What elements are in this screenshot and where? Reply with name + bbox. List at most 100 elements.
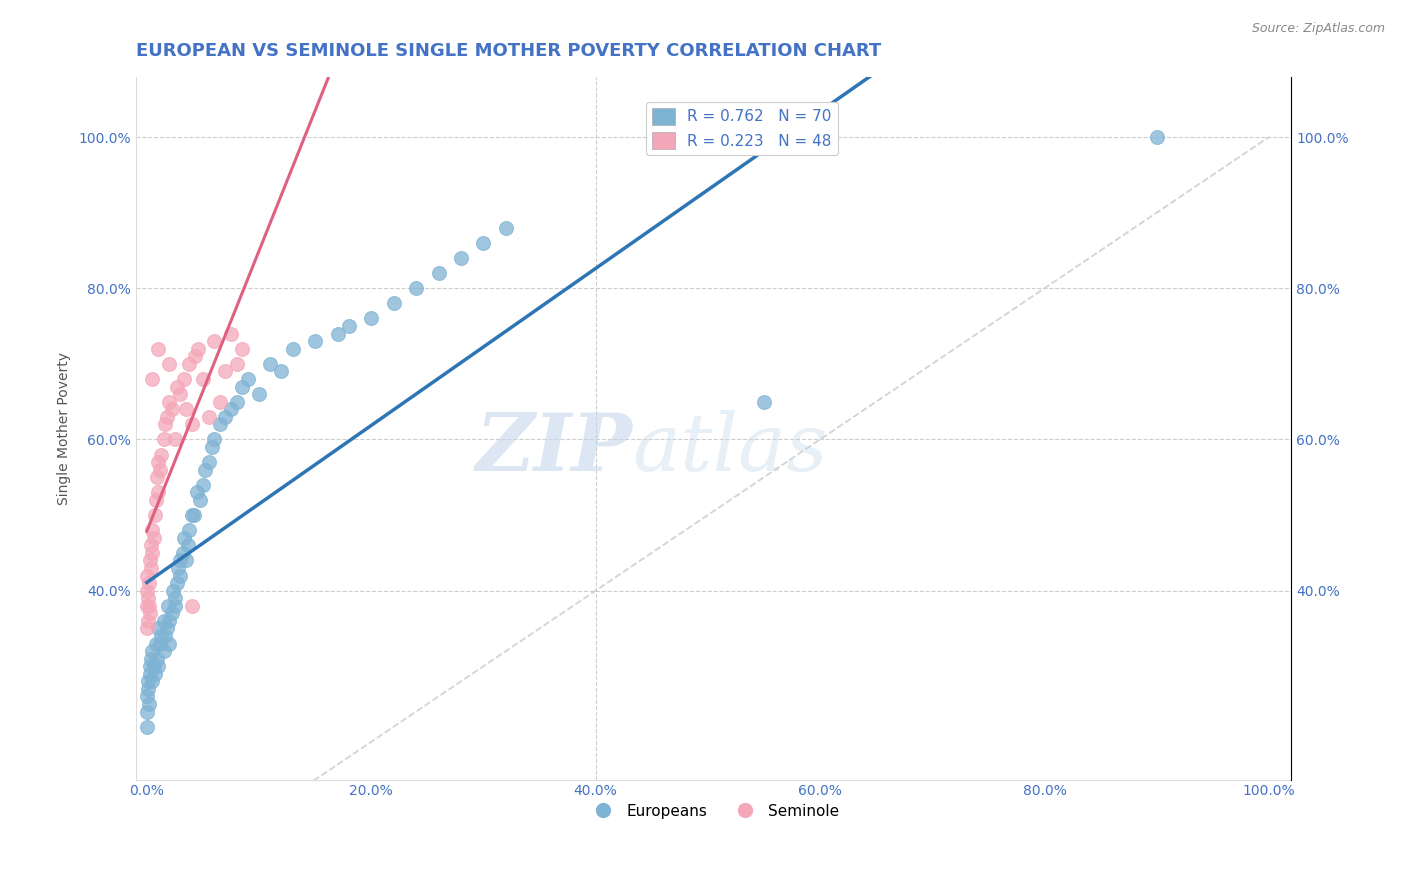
Point (259, 357, 281, 371)
Point (231, 379, 253, 393)
Point (174, 553, 197, 567)
Point (157, 614, 180, 628)
Point (180, 599, 202, 613)
Point (146, 651, 169, 665)
Point (141, 674, 163, 689)
Point (208, 417, 231, 432)
Point (150, 629, 173, 643)
Point (214, 409, 236, 424)
Point (153, 629, 176, 643)
Text: ZIP: ZIP (475, 410, 633, 488)
Point (166, 379, 188, 393)
Point (139, 659, 162, 673)
Point (152, 433, 174, 447)
Point (179, 523, 201, 537)
Point (187, 342, 209, 356)
Point (146, 342, 169, 356)
Point (156, 409, 179, 424)
Point (191, 372, 214, 386)
Point (304, 334, 326, 348)
Point (202, 433, 225, 447)
Point (405, 281, 427, 295)
Point (225, 357, 247, 371)
Point (146, 622, 169, 636)
Point (270, 364, 292, 378)
Point (427, 266, 450, 280)
Point (136, 681, 159, 696)
Point (157, 357, 180, 371)
Point (146, 470, 169, 484)
Point (163, 591, 186, 606)
Point (152, 644, 174, 658)
Point (214, 364, 236, 378)
Point (180, 417, 202, 432)
Point (141, 546, 163, 560)
Point (177, 538, 200, 552)
Point (141, 561, 163, 575)
Legend: Europeans, Seminole: Europeans, Seminole (582, 797, 845, 825)
Y-axis label: Single Mother Poverty: Single Mother Poverty (58, 351, 72, 505)
Point (156, 622, 179, 636)
Point (472, 235, 495, 250)
Point (141, 538, 163, 552)
Point (135, 690, 157, 704)
Point (153, 417, 176, 432)
Point (219, 402, 242, 417)
Point (142, 659, 165, 673)
Point (135, 568, 157, 582)
Point (247, 387, 270, 401)
Point (141, 523, 163, 537)
Point (382, 296, 405, 310)
Point (139, 666, 162, 681)
Point (326, 326, 349, 341)
Point (202, 334, 225, 348)
Point (201, 440, 224, 454)
Text: atlas: atlas (633, 410, 828, 488)
Point (149, 463, 172, 477)
Point (145, 636, 167, 650)
Point (169, 568, 191, 582)
Point (142, 531, 165, 545)
Point (162, 583, 184, 598)
Point (157, 599, 180, 613)
Point (236, 372, 259, 386)
Point (146, 485, 169, 500)
Point (135, 622, 157, 636)
Point (450, 251, 472, 265)
Point (135, 583, 157, 598)
Point (179, 357, 201, 371)
Text: Source: ZipAtlas.com: Source: ZipAtlas.com (1251, 22, 1385, 36)
Point (281, 342, 304, 356)
Point (141, 651, 163, 665)
Point (169, 553, 191, 567)
Point (138, 576, 160, 591)
Point (139, 553, 162, 567)
Point (160, 402, 183, 417)
Point (149, 636, 172, 650)
Point (173, 531, 195, 545)
Point (219, 326, 242, 341)
Point (188, 492, 211, 507)
Point (1146, 130, 1168, 145)
Point (172, 546, 194, 560)
Point (495, 220, 517, 235)
Point (157, 636, 180, 650)
Point (157, 394, 180, 409)
Point (135, 599, 157, 613)
Point (186, 485, 208, 500)
Point (163, 433, 186, 447)
Point (180, 508, 202, 522)
Point (141, 644, 163, 658)
Point (135, 705, 157, 719)
Point (138, 697, 160, 711)
Point (146, 659, 169, 673)
Point (143, 508, 166, 522)
Point (160, 607, 183, 621)
Text: EUROPEAN VS SEMINOLE SINGLE MOTHER POVERTY CORRELATION CHART: EUROPEAN VS SEMINOLE SINGLE MOTHER POVER… (135, 42, 882, 60)
Point (135, 720, 157, 734)
Point (752, 394, 775, 409)
Point (174, 402, 197, 417)
Point (141, 372, 163, 386)
Point (139, 607, 162, 621)
Point (146, 455, 169, 469)
